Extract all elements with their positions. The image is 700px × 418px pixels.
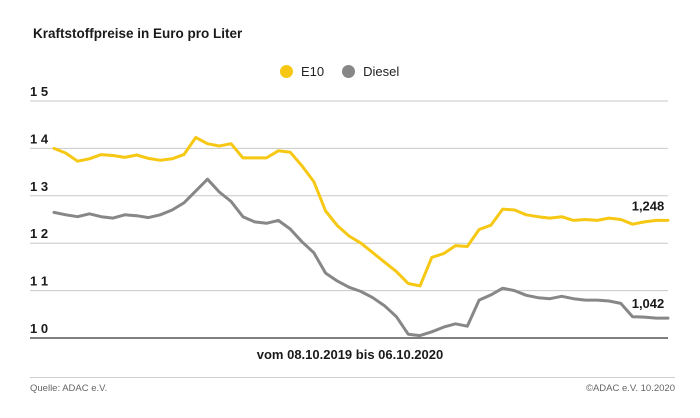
y-tick-label: 1 2 [30, 226, 48, 241]
y-tick-label: 1 0 [30, 321, 48, 336]
series-line-e10 [52, 136, 670, 288]
y-tick-label: 1 5 [30, 84, 48, 99]
y-tick-label: 1 1 [30, 274, 48, 289]
chart-subtitle: vom 08.10.2019 bis 06.10.2020 [256, 347, 444, 362]
footer-copyright: ©ADAC e.V. 10.2020 [585, 383, 675, 394]
chart-title: Kraftstoffpreise in Euro pro Liter [33, 26, 243, 41]
y-tick-label: 1 3 [30, 179, 48, 194]
footer-divider [30, 377, 675, 378]
data-label-e10: 1,248 [632, 198, 665, 213]
legend-item-diesel: Diesel [342, 64, 399, 79]
series-line-diesel [52, 177, 670, 338]
footer-source: Quelle: ADAC e.V. [30, 383, 108, 394]
legend-item-e10: E10 [280, 64, 324, 79]
legend-swatch-diesel [342, 65, 356, 78]
legend-swatch-e10 [280, 65, 293, 78]
legend-label-e10: E10 [301, 64, 325, 79]
y-tick-label: 1 4 [30, 131, 49, 146]
legend-label-diesel: Diesel [363, 64, 400, 79]
data-label-diesel: 1,042 [632, 296, 665, 311]
chart-legend: E10 Diesel [280, 64, 417, 79]
